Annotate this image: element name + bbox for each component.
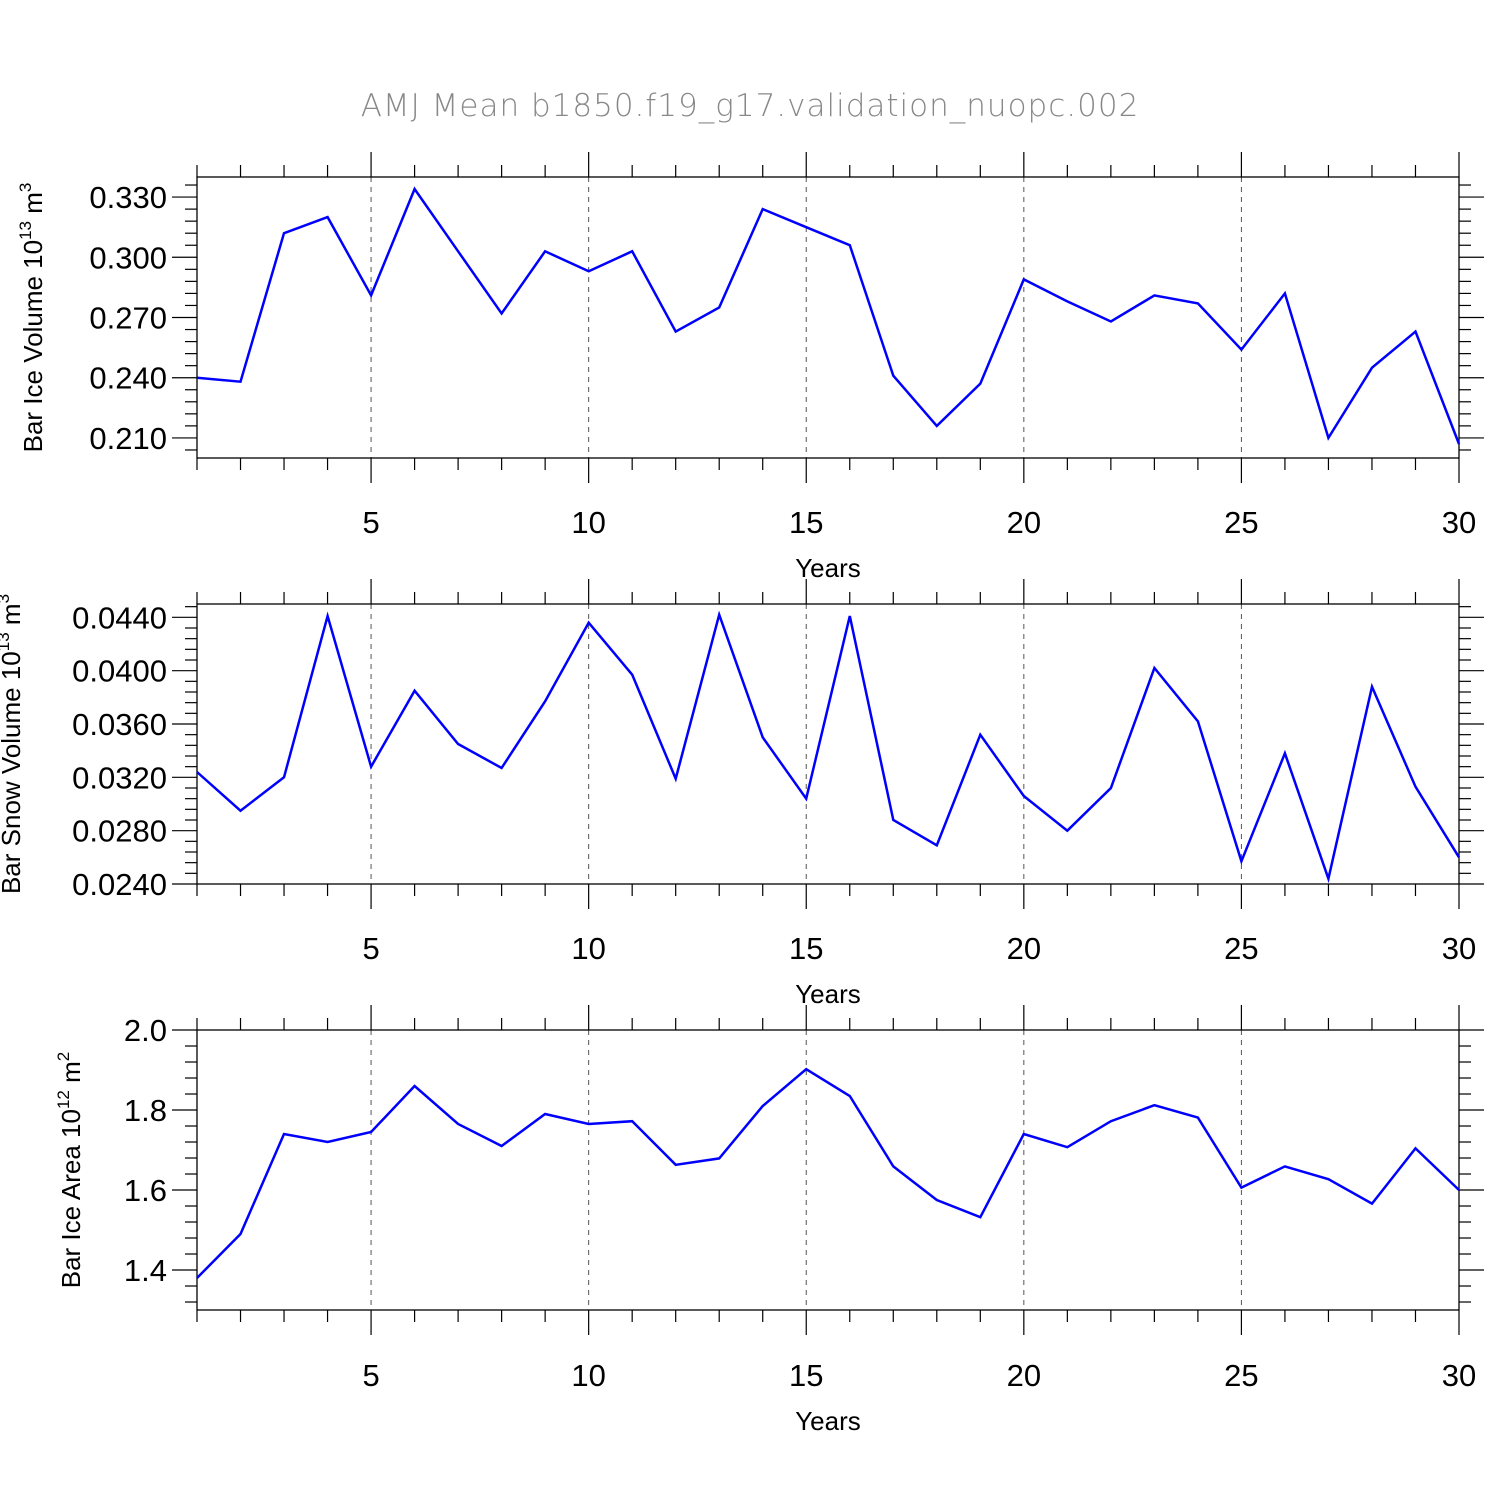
x-axis-label: Years [795, 979, 861, 1009]
y-axis-label: Bar Ice Volume 1013 m3 [16, 183, 48, 453]
x-tick-label: 15 [789, 505, 823, 540]
x-tick-label: 30 [1442, 931, 1476, 966]
series-line [196, 186, 1461, 445]
x-tick-label: 10 [571, 1358, 605, 1393]
y-tick-label: 0.0360 [72, 707, 167, 742]
x-axis-label: Years [795, 553, 861, 583]
y-tick-label: 0.300 [89, 240, 167, 275]
x-tick-label: 20 [1007, 931, 1041, 966]
y-tick-label: 1.4 [124, 1253, 167, 1288]
x-tick-label: 25 [1224, 1358, 1258, 1393]
y-tick-label: 0.0440 [72, 600, 167, 635]
y-axis-label: Bar Ice Area 1012 m2 [54, 1052, 86, 1289]
y-tick-label: 0.240 [89, 361, 167, 396]
y-tick-label: 0.0320 [72, 760, 167, 795]
y-tick-label: 0.0400 [72, 654, 167, 689]
panel-3: 1.4 1.6 1.8 2.0 5 10 15 20 25 30 Years Bar Ice Area… [54, 1005, 1484, 1436]
y-tick-label: 1.6 [124, 1173, 167, 1208]
y-axis-label: Bar Snow Volume 1013 m3 [0, 594, 26, 894]
chart-title: AMJ Mean b1850.f19_g17.validation_nuopc.… [361, 88, 1140, 124]
x-tick-label: 30 [1442, 1358, 1476, 1393]
x-tick-label: 5 [362, 1358, 379, 1393]
panel-1: 0.210 0.240 0.270 0.300 0.330 5 10 15 20 25 30 Year… [16, 152, 1484, 583]
x-tick-label: 10 [571, 931, 605, 966]
x-tick-label: 15 [789, 1358, 823, 1393]
x-tick-label: 20 [1007, 1358, 1041, 1393]
x-tick-label: 30 [1442, 505, 1476, 540]
y-tick-label: 0.270 [89, 301, 167, 336]
x-tick-label: 20 [1007, 505, 1041, 540]
x-tick-label: 25 [1224, 931, 1258, 966]
y-tick-label: 2.0 [124, 1013, 167, 1048]
x-tick-label: 5 [362, 505, 379, 540]
plot-frame [196, 603, 1460, 885]
x-tick-label: 25 [1224, 505, 1258, 540]
plot-frame [196, 1029, 1460, 1311]
x-tick-label: 10 [571, 505, 605, 540]
x-tick-label: 5 [362, 931, 379, 966]
y-tick-label: 1.8 [124, 1093, 167, 1128]
series-line [196, 610, 1461, 884]
y-tick-label: 0.0240 [72, 867, 167, 902]
y-tick-label: 0.210 [89, 421, 167, 456]
panel-2: 0.0240 0.0280 0.0320 0.0360 0.0400 0.0440 5 10 1… [0, 579, 1484, 1009]
series-line [196, 1067, 1460, 1279]
x-tick-label: 15 [789, 931, 823, 966]
y-tick-label: 0.0280 [72, 814, 167, 849]
y-tick-label: 0.330 [89, 180, 167, 215]
x-axis-label: Years [795, 1406, 861, 1436]
